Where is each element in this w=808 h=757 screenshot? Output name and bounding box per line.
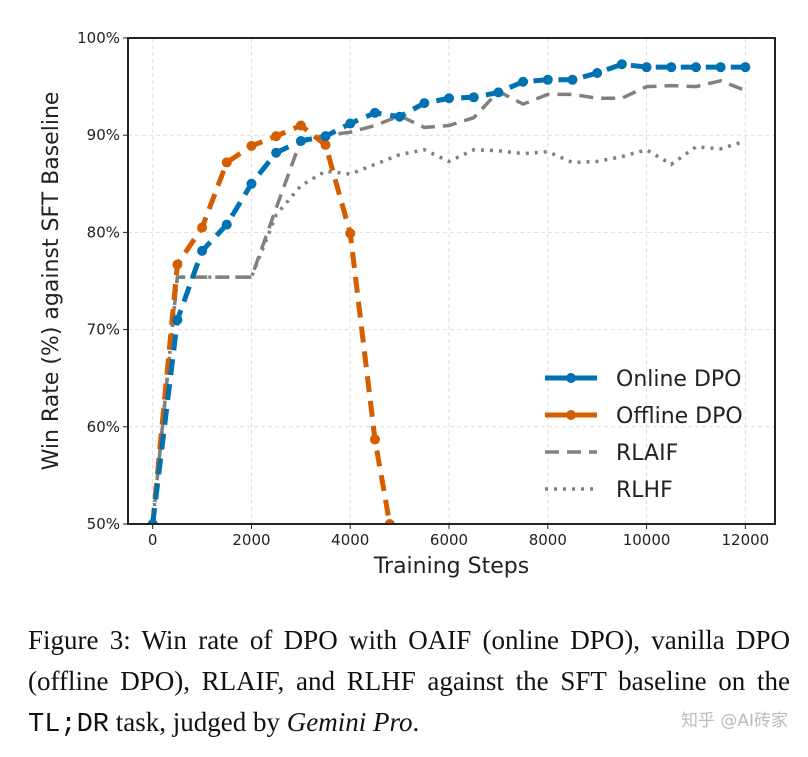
- data-point: [641, 62, 652, 73]
- data-point: [345, 228, 356, 239]
- data-point: [384, 519, 395, 524]
- data-point: [369, 107, 380, 118]
- data-point: [246, 140, 257, 151]
- figure-caption: Figure 3: Win rate of DPO with OAIF (onl…: [28, 620, 790, 746]
- x-tick-label: 0: [148, 531, 158, 549]
- x-tick-label: 2000: [232, 531, 270, 549]
- series-line-offline-dpo: [150, 122, 393, 524]
- data-point: [197, 245, 208, 256]
- data-point: [542, 74, 553, 85]
- data-point: [369, 434, 380, 445]
- data-point: [444, 93, 455, 104]
- data-point: [271, 131, 282, 142]
- data-point: [592, 67, 603, 78]
- legend-marker: [566, 373, 576, 383]
- data-point: [419, 98, 430, 109]
- data-point: [740, 62, 751, 73]
- line-chart: 0 2000 4000 6000 8000 10000 12000 50% 60% 70% 80% 9…: [39, 29, 776, 579]
- data-point: [295, 136, 306, 147]
- y-tick-label: 90%: [87, 126, 120, 144]
- data-point: [715, 62, 726, 73]
- data-point: [567, 74, 578, 85]
- caption-suffix: .: [412, 707, 420, 737]
- plot-frame: [127, 37, 776, 525]
- data-point: [197, 222, 208, 233]
- caption-task-a: TL;: [28, 710, 77, 740]
- data-point: [246, 178, 257, 189]
- watermark: 知乎 @AI砖家: [680, 711, 788, 731]
- legend: Online DPO Offline DPO RLAIF RLHF: [545, 367, 743, 503]
- caption-judge: Gemini Pro: [286, 707, 413, 737]
- data-point: [345, 118, 356, 129]
- legend-label: RLAIF: [616, 441, 678, 466]
- data-point: [271, 147, 282, 158]
- data-point: [468, 92, 479, 103]
- y-tick-label: 100%: [77, 29, 120, 47]
- y-tick-label: 50%: [87, 515, 120, 533]
- y-tick-label: 80%: [87, 223, 120, 241]
- data-point: [147, 519, 158, 524]
- data-point: [666, 62, 677, 73]
- data-point: [320, 131, 331, 142]
- x-tick-label: 4000: [331, 531, 369, 549]
- data-point: [320, 139, 331, 150]
- legend-label: RLHF: [616, 478, 673, 503]
- x-tick-label: 6000: [430, 531, 468, 549]
- data-point: [690, 62, 701, 73]
- y-axis-label: Win Rate (%) against SFT Baseline: [39, 92, 64, 471]
- legend-marker: [566, 410, 576, 420]
- data-point: [221, 219, 232, 230]
- data-point: [616, 59, 627, 70]
- plot-area: [147, 59, 751, 524]
- x-tick-label: 10000: [623, 531, 671, 549]
- caption-task-b: DR: [76, 710, 110, 740]
- series-line-rlhf: [150, 139, 746, 524]
- series-line-rlaif: [150, 78, 747, 524]
- data-point: [295, 120, 306, 131]
- caption-prefix: Figure 3: Win rate of DPO with OAIF (onl…: [28, 625, 790, 696]
- data-point: [518, 76, 529, 87]
- legend-label: Offline DPO: [616, 404, 743, 429]
- data-point: [394, 111, 405, 122]
- caption-middle: task, judged by: [109, 707, 287, 737]
- data-point: [172, 314, 183, 325]
- y-tick-label: 70%: [87, 321, 120, 339]
- data-point: [172, 259, 183, 270]
- x-tick-label: 8000: [529, 531, 567, 549]
- y-tick-label: 60%: [87, 418, 120, 436]
- legend-label: Online DPO: [616, 367, 741, 392]
- x-axis-label: Training Steps: [373, 554, 529, 579]
- data-point: [221, 157, 232, 168]
- x-tick-label: 12000: [722, 531, 770, 549]
- data-point: [493, 87, 504, 98]
